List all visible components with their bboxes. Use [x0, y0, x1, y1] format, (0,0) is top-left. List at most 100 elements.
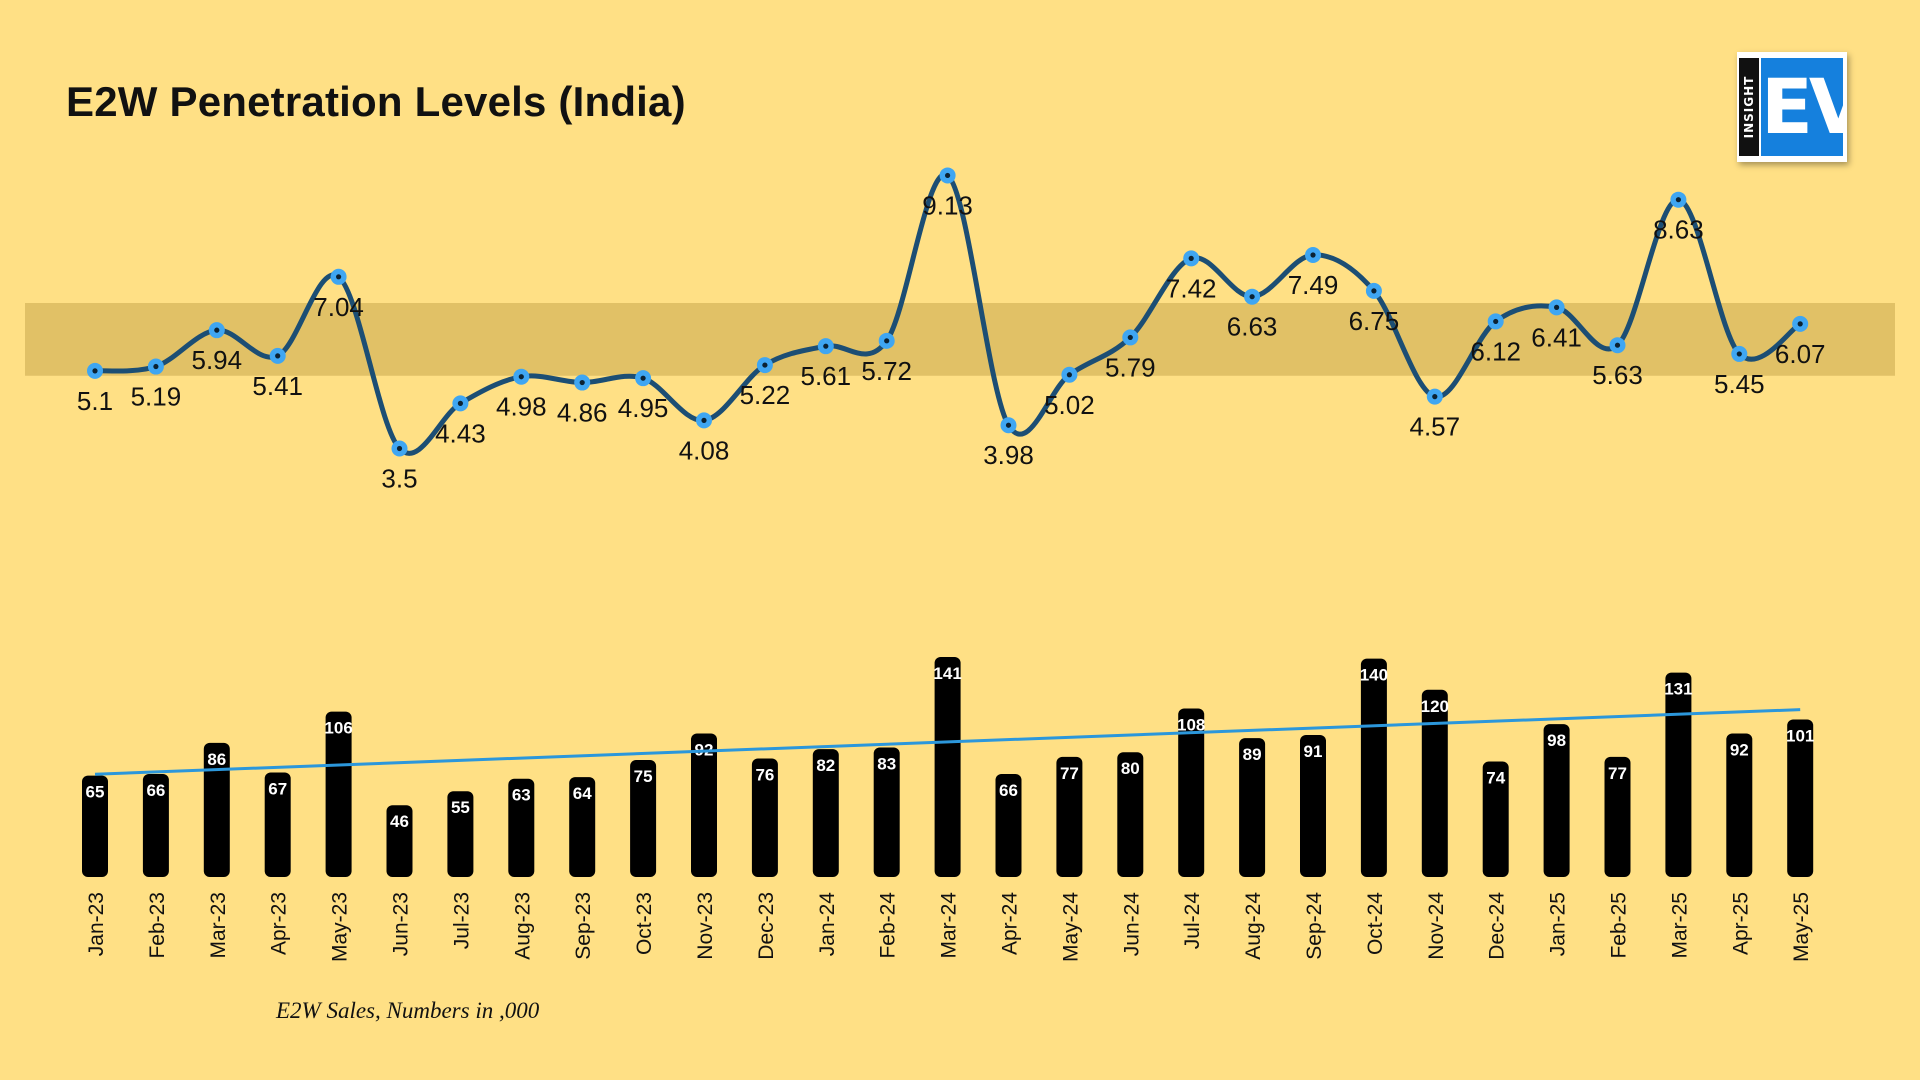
- point-Mar-25: [1670, 191, 1687, 208]
- x-tick-Jan-24: Jan-24: [816, 892, 839, 957]
- x-tick-Apr-24: Apr-24: [999, 892, 1022, 955]
- point-marker-core: [153, 363, 159, 370]
- x-tick-Jan-23: Jan-23: [85, 892, 108, 956]
- bar-Apr-25: [1726, 733, 1753, 877]
- point-label-Sep-24: 7.49: [1288, 270, 1339, 300]
- x-tick-Nov-23: Nov-23: [694, 892, 717, 960]
- point-label-Dec-24: 6.12: [1470, 336, 1521, 366]
- point-marker-core: [640, 375, 646, 381]
- point-label-Apr-25: 5.45: [1714, 369, 1765, 399]
- point-Nov-24: [1426, 388, 1443, 405]
- point-marker-core: [1614, 342, 1621, 348]
- point-marker-core: [884, 338, 890, 344]
- point-label-May-25: 6.07: [1775, 339, 1826, 369]
- bar-Mar-24: [934, 657, 961, 877]
- highlight-band: [25, 303, 1895, 376]
- x-tick-Oct-24: Oct-24: [1364, 892, 1387, 955]
- x-tick-Jul-23: Jul-23: [450, 892, 473, 949]
- bar-Jul-24: [1178, 708, 1205, 877]
- point-Oct-23: [635, 370, 652, 387]
- footnote: E2W Sales, Numbers in ,000: [276, 998, 540, 1023]
- point-Dec-24: [1487, 313, 1504, 330]
- point-label-Apr-24: 3.98: [983, 440, 1034, 470]
- x-tick-Sep-24: Sep-24: [1303, 892, 1326, 960]
- point-marker-core: [457, 400, 463, 406]
- bar-label-May-25: 101: [1786, 726, 1814, 745]
- point-label-Jan-23: 5.1: [77, 386, 113, 416]
- bar-label-May-23: 106: [324, 719, 352, 738]
- bar-Jan-23: [82, 775, 108, 877]
- trendline-layer: [94, 708, 1801, 776]
- point-label-Sep-23: 4.86: [557, 398, 608, 428]
- point-marker-core: [336, 274, 342, 280]
- x-tick-Aug-23: Aug-23: [511, 892, 534, 960]
- point-label-Dec-23: 5.22: [740, 380, 791, 410]
- point-label-Oct-23: 4.95: [618, 393, 669, 423]
- point-label-Nov-24: 4.57: [1409, 412, 1460, 442]
- point-Jul-23: [452, 395, 469, 412]
- point-marker-core: [1371, 288, 1377, 294]
- bar-Mar-23: [203, 742, 230, 877]
- bar-Mar-25: [1665, 672, 1692, 877]
- x-tick-Apr-25: Apr-25: [1729, 892, 1752, 955]
- bar-Apr-23: [264, 772, 291, 877]
- point-label-Oct-24: 6.75: [1349, 306, 1400, 336]
- point-Sep-23: [574, 374, 591, 391]
- point-label-Feb-25: 5.63: [1592, 360, 1643, 390]
- x-tick-Jun-23: Jun-23: [390, 892, 413, 956]
- bar-Aug-24: [1239, 738, 1266, 877]
- bar-Dec-23: [751, 758, 778, 877]
- point-Jul-24: [1183, 250, 1200, 267]
- bar-label-May-24: 77: [1060, 764, 1079, 783]
- point-label-Nov-23: 4.08: [679, 435, 730, 465]
- point-Jan-24: [817, 338, 834, 355]
- logo-ev-text: EV: [1761, 58, 1847, 156]
- x-tick-Jun-24: Jun-24: [1120, 892, 1143, 957]
- point-label-May-23: 7.04: [313, 292, 364, 322]
- point-Dec-23: [756, 357, 773, 374]
- point-label-Jul-23: 4.43: [435, 418, 486, 448]
- x-tick-Feb-23: Feb-23: [146, 892, 169, 959]
- point-marker-core: [1127, 334, 1133, 341]
- bar-label-Mar-24: 141: [933, 664, 961, 683]
- x-tick-Dec-23: Dec-23: [755, 892, 778, 960]
- bar-label-Oct-23: 75: [634, 767, 653, 786]
- point-marker-core: [945, 172, 951, 179]
- bar-May-24: [1056, 756, 1083, 877]
- point-Feb-24: [878, 332, 895, 349]
- x-tick-Mar-25: Mar-25: [1668, 892, 1691, 959]
- bar-label-Sep-24: 91: [1304, 742, 1323, 761]
- bar-Nov-24: [1421, 689, 1448, 877]
- bar-label-Feb-23: 66: [146, 781, 165, 800]
- point-Mar-24: [939, 167, 956, 184]
- bar-Feb-25: [1604, 756, 1631, 877]
- point-label-Aug-24: 6.63: [1227, 312, 1278, 342]
- penetration-line: [94, 172, 1802, 456]
- x-tick-Mar-24: Mar-24: [938, 892, 961, 959]
- bar-label-Jun-23: 46: [390, 812, 409, 831]
- insight-ev-logo: INSIGHT EV: [1737, 52, 1847, 162]
- bar-Aug-23: [508, 778, 535, 877]
- point-Nov-23: [696, 412, 712, 429]
- bar-Feb-24: [873, 747, 900, 877]
- bar-label-Jan-25: 98: [1547, 731, 1566, 750]
- x-tick-Nov-24: Nov-24: [1425, 892, 1448, 960]
- bar-label-Aug-23: 63: [512, 786, 531, 805]
- bar-label-Jan-24: 82: [816, 756, 835, 775]
- point-marker-core: [1249, 294, 1255, 300]
- point-label-Jul-24: 7.42: [1166, 273, 1217, 303]
- point-label-Feb-23: 5.19: [131, 382, 182, 412]
- x-tick-Oct-23: Oct-23: [633, 892, 656, 955]
- bar-Apr-24: [995, 774, 1022, 877]
- penetration-line-series: 5.1 5.19 5.94 5.41 7.04 3.5 4.43 4.98 4.86 4.95 4.…: [77, 167, 1826, 494]
- x-tick-Feb-25: Feb-25: [1608, 892, 1631, 959]
- point-label-Jun-23: 3.5: [381, 464, 417, 494]
- x-tick-Apr-23: Apr-23: [268, 892, 291, 955]
- point-May-24: [1061, 366, 1078, 383]
- point-Oct-24: [1365, 282, 1382, 299]
- point-marker-core: [1736, 351, 1742, 357]
- bar-label-Jul-24: 108: [1177, 716, 1205, 735]
- bar-May-25: [1787, 719, 1814, 877]
- point-marker-core: [1188, 255, 1194, 261]
- point-Apr-25: [1731, 345, 1748, 362]
